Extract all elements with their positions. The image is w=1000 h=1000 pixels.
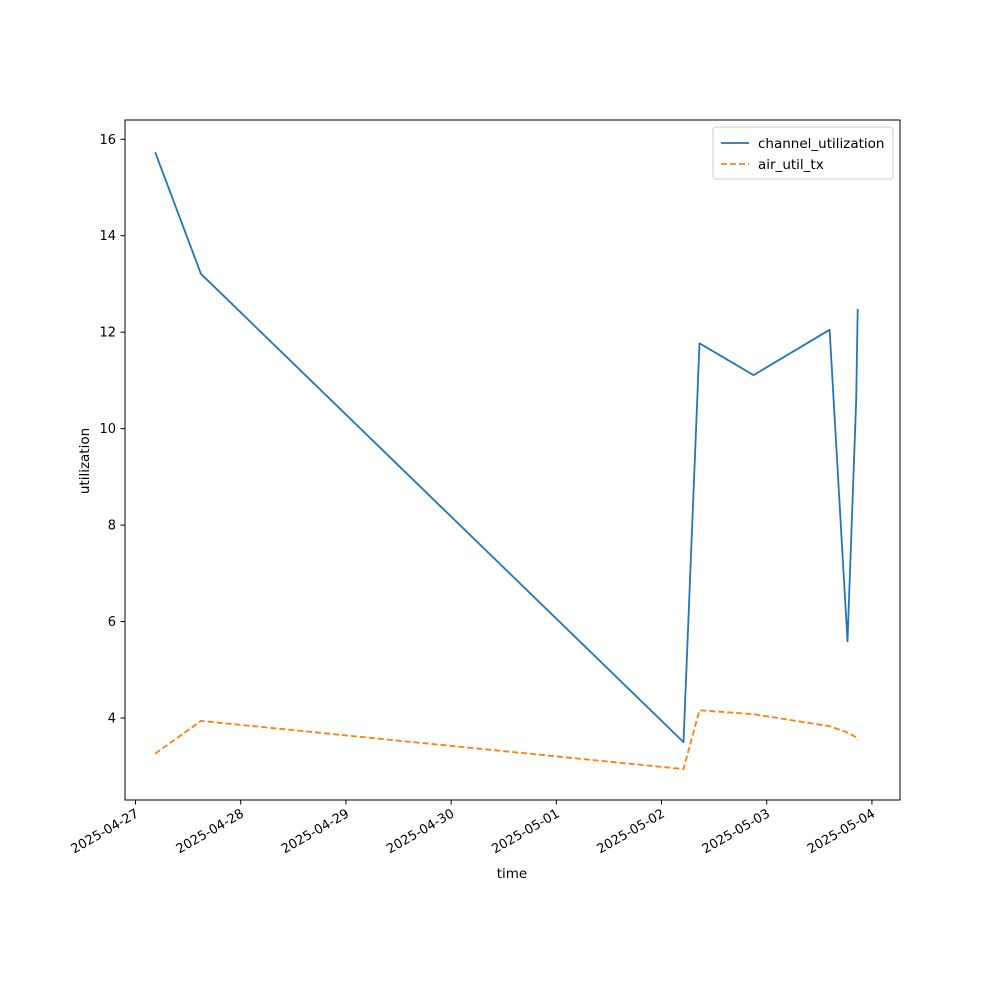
x-tick-label: 2025-05-04 (805, 806, 878, 857)
y-axis-label: utilization (77, 428, 93, 494)
x-tick-label: 2025-04-27 (69, 806, 142, 857)
y-tick-label: 4 (108, 712, 116, 727)
plot-frame (124, 119, 901, 801)
x-axis-ticks: 2025-04-27 2025-04-28 2025-04-29 2025-04-30… (69, 800, 878, 857)
x-tick-label: 2025-04-30 (384, 806, 457, 857)
series-layer (154, 151, 859, 770)
legend-box (712, 126, 894, 180)
series-line-channel-utilization (154, 151, 859, 743)
series-line-air-util-tx (154, 709, 859, 770)
x-axis-label: time (497, 866, 528, 882)
legend-label: air_util_tx (758, 157, 824, 173)
y-tick-label: 12 (99, 326, 116, 341)
y-tick-label: 16 (99, 133, 116, 148)
y-axis-ticks: 4 6 8 10 12 14 16 (99, 133, 125, 727)
y-tick-label: 8 (108, 519, 116, 534)
legend: channel_utilization air_util_tx (712, 126, 894, 180)
y-tick-label: 10 (99, 422, 116, 437)
plot-area (125, 120, 900, 800)
x-tick-label: 2025-05-03 (700, 806, 773, 857)
y-tick-label: 6 (108, 615, 116, 630)
x-tick-label: 2025-04-28 (174, 806, 247, 857)
legend-label: channel_utilization (758, 136, 885, 152)
y-tick-label: 14 (99, 229, 116, 244)
x-tick-label: 2025-05-01 (489, 806, 562, 857)
x-tick-label: 2025-05-02 (595, 806, 668, 857)
x-tick-label: 2025-04-29 (279, 806, 352, 857)
